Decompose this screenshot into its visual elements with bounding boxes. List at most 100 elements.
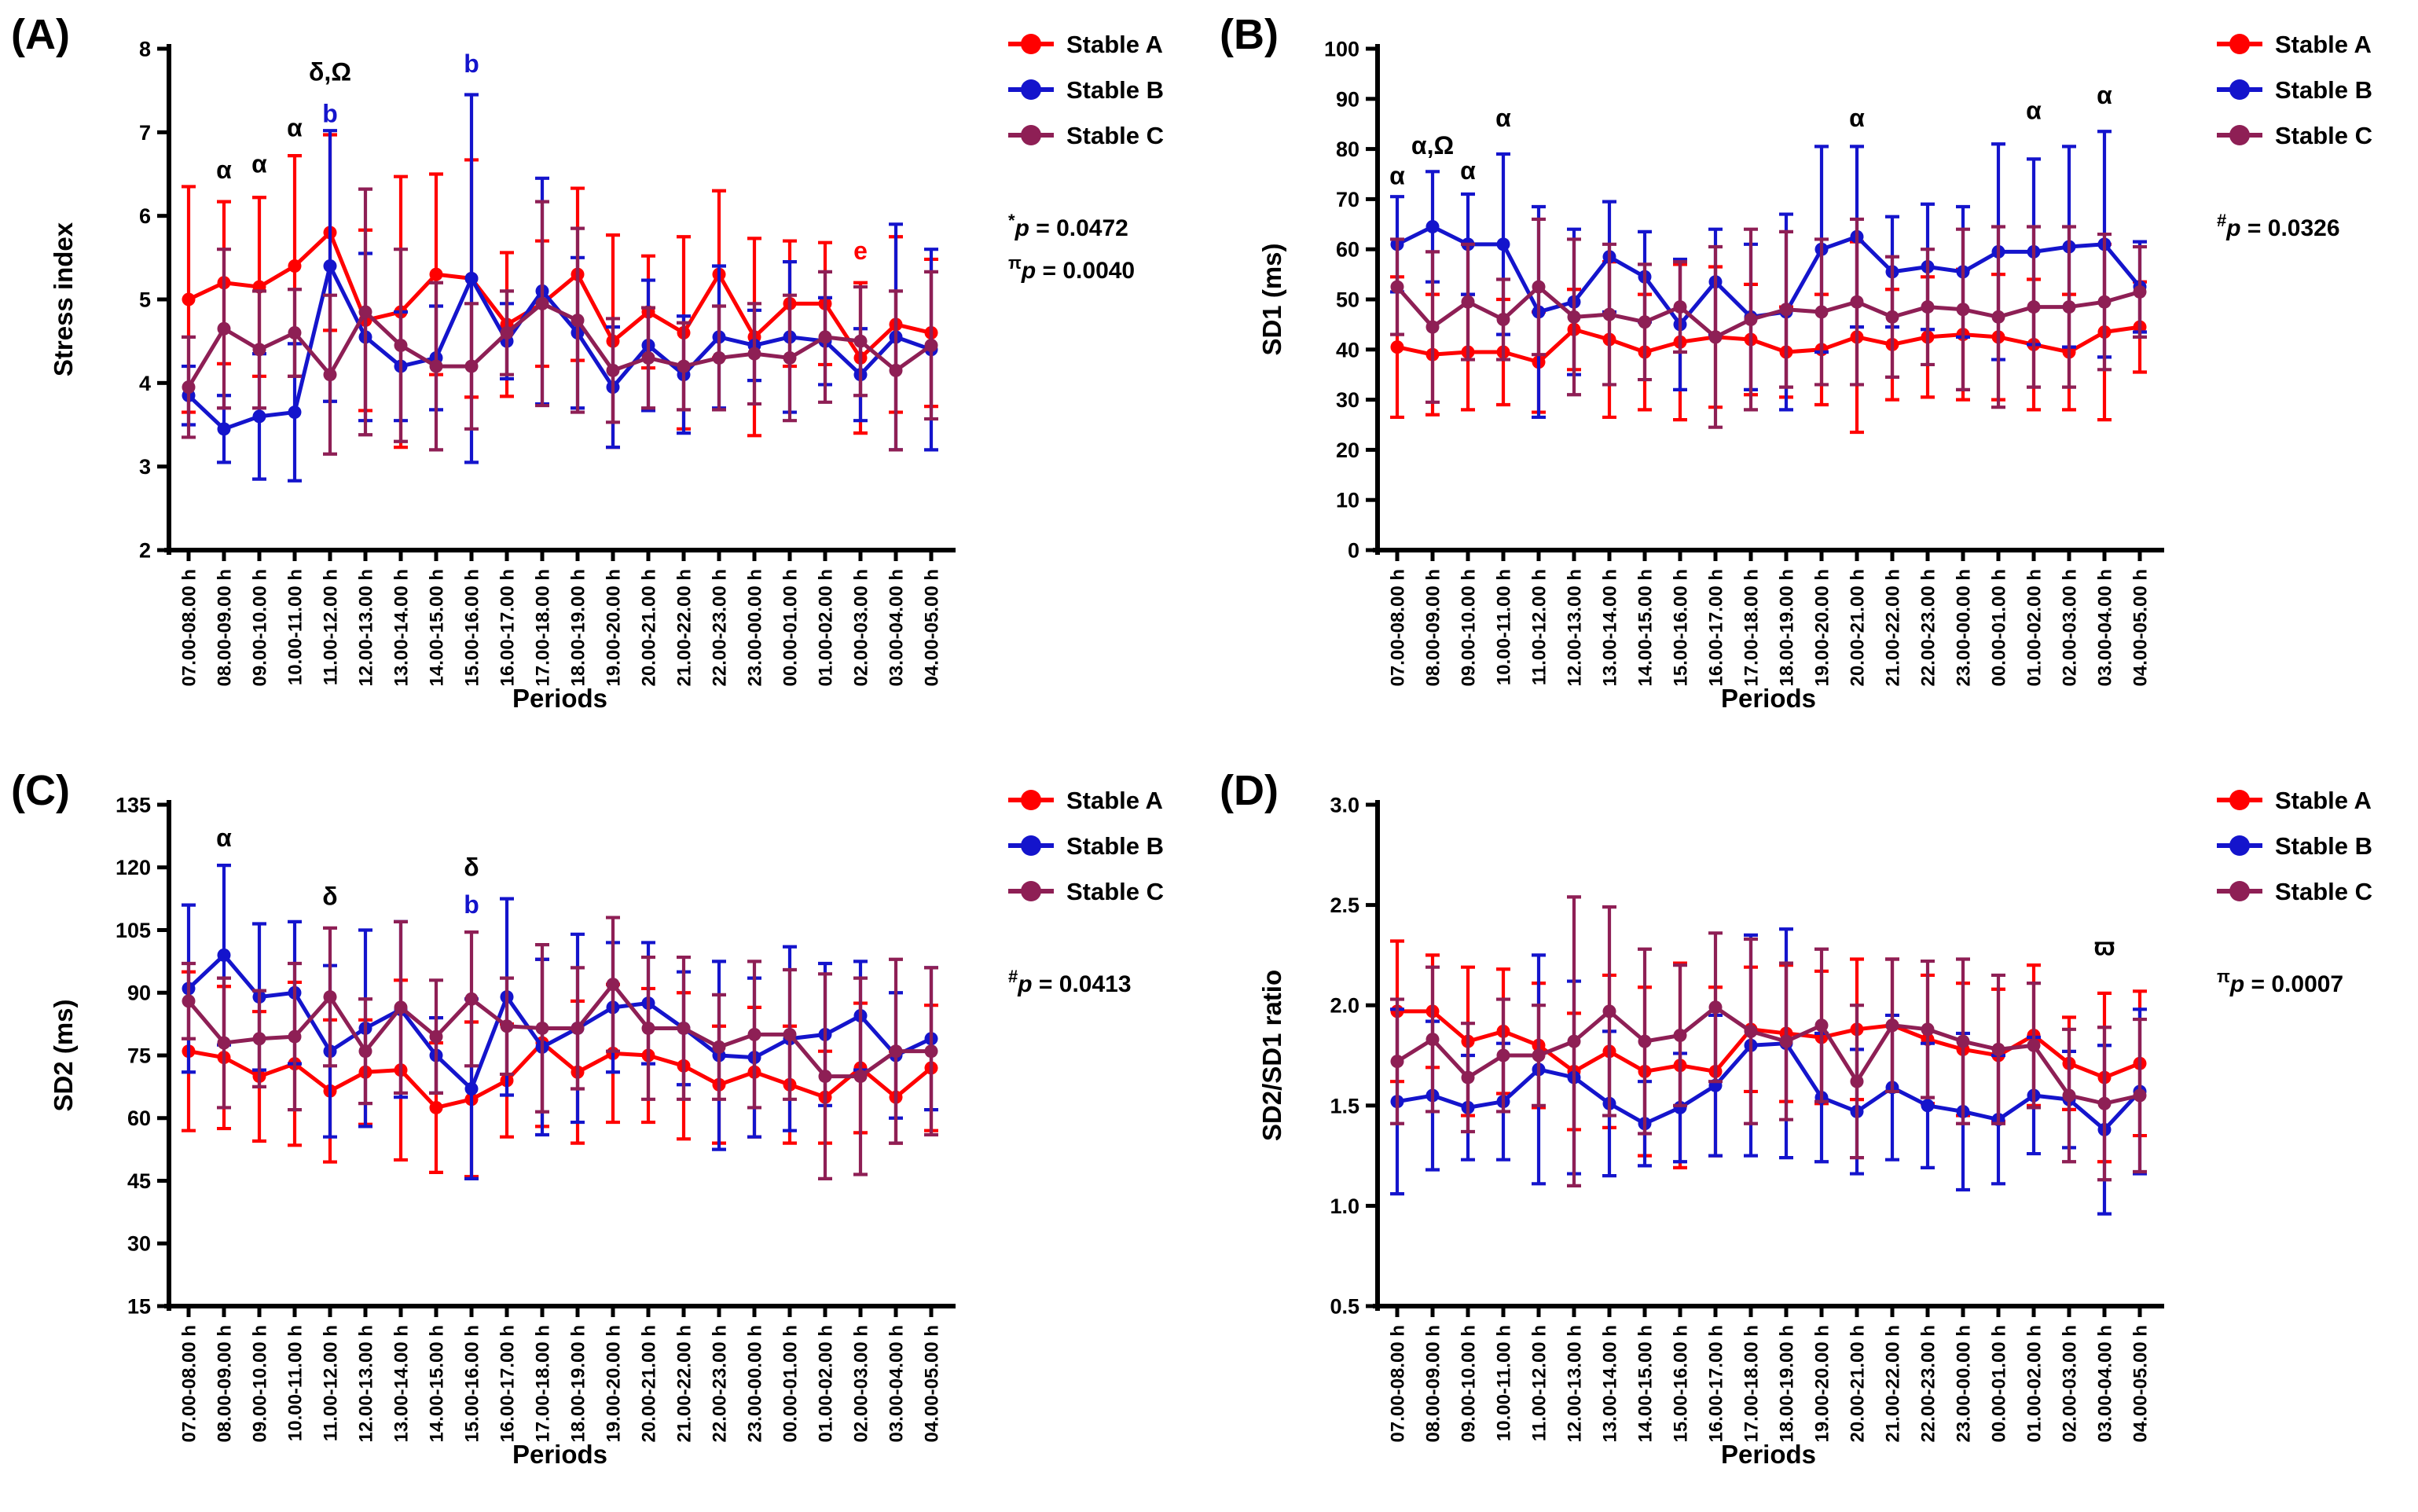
svg-text:SD1 (ms): SD1 (ms) bbox=[1257, 243, 1286, 355]
legend: Stable A Stable B Stable C bbox=[2217, 31, 2372, 149]
svg-text:04.00-05.00 h: 04.00-05.00 h bbox=[2130, 569, 2151, 686]
svg-text:12.00-13.00 h: 12.00-13.00 h bbox=[1564, 1325, 1585, 1442]
p-value: *p = 0.0472 bbox=[1008, 211, 1128, 241]
x-axis-tick-labels: 07.00-08.00 h 08.00-09.00 h 09.00-10.00 h 1… bbox=[1387, 1325, 2151, 1442]
svg-text:Periods: Periods bbox=[512, 684, 607, 713]
legend-marker-dot bbox=[2229, 835, 2250, 856]
svg-text:07.00-08.00 h: 07.00-08.00 h bbox=[178, 569, 200, 686]
svg-text:23.00-00.00 h: 23.00-00.00 h bbox=[744, 569, 765, 686]
legend-label: Stable C bbox=[2275, 122, 2372, 149]
svg-text:30: 30 bbox=[1336, 388, 1359, 412]
svg-text:16.00-17.00 h: 16.00-17.00 h bbox=[1705, 569, 1726, 686]
svg-text:90: 90 bbox=[1336, 87, 1359, 111]
legend-label: Stable A bbox=[1066, 31, 1163, 58]
x-axis-ticks bbox=[186, 550, 934, 561]
svg-text:19.00-20.00 h: 19.00-20.00 h bbox=[1811, 569, 1833, 686]
svg-text:Periods: Periods bbox=[1721, 1440, 1816, 1469]
svg-text:0.5: 0.5 bbox=[1330, 1294, 1359, 1318]
svg-text:135: 135 bbox=[116, 793, 151, 817]
axes bbox=[1373, 800, 2164, 1311]
legend-label: Stable C bbox=[1066, 878, 1164, 905]
series-stable-c bbox=[182, 916, 938, 1180]
p-value: #p = 0.0413 bbox=[1008, 967, 1132, 997]
svg-text:09.00-10.00 h: 09.00-10.00 h bbox=[1458, 1325, 1479, 1442]
svg-text:2.0: 2.0 bbox=[1330, 994, 1359, 1018]
svg-text:04.00-05.00 h: 04.00-05.00 h bbox=[921, 1325, 942, 1442]
annotation: δ bbox=[464, 853, 479, 881]
panel-A-stress-index: (A) 2 3 4 5 6 7 8 Stress index 07.00-08.00 h 08.00… bbox=[0, 0, 1209, 756]
annotation: ϖ bbox=[2093, 932, 2115, 960]
legend-item-stable-a: Stable A bbox=[2217, 787, 2372, 814]
svg-text:10.00-11.00 h: 10.00-11.00 h bbox=[284, 569, 306, 685]
svg-text:00.00-01.00 h: 00.00-01.00 h bbox=[780, 1325, 801, 1442]
svg-text:8: 8 bbox=[139, 37, 151, 61]
svg-text:1.0: 1.0 bbox=[1330, 1195, 1359, 1218]
series-markers bbox=[182, 978, 938, 1084]
p-value: πp = 0.0007 bbox=[2217, 967, 2343, 997]
significance-annotations: ϖ bbox=[2093, 932, 2115, 960]
svg-text:16.00-17.00 h: 16.00-17.00 h bbox=[497, 1325, 518, 1442]
svg-text:17.00-18.00 h: 17.00-18.00 h bbox=[1741, 569, 1762, 686]
p-value-labels: πp = 0.0007 bbox=[2217, 967, 2343, 997]
legend-label: Stable B bbox=[1066, 76, 1164, 104]
svg-text:20.00-21.00 h: 20.00-21.00 h bbox=[1847, 569, 1868, 686]
svg-text:11.00-12.00 h: 11.00-12.00 h bbox=[1528, 569, 1550, 685]
svg-text:SD2 (ms): SD2 (ms) bbox=[49, 999, 78, 1111]
svg-text:10.00-11.00 h: 10.00-11.00 h bbox=[1493, 569, 1514, 685]
svg-text:(D): (D) bbox=[1220, 767, 1279, 814]
panel-letter: (D) bbox=[1220, 767, 1279, 814]
svg-text:60: 60 bbox=[1336, 238, 1359, 262]
legend-item-stable-b: Stable B bbox=[1008, 76, 1164, 104]
svg-text:14.00-15.00 h: 14.00-15.00 h bbox=[426, 1325, 447, 1442]
svg-text:14.00-15.00 h: 14.00-15.00 h bbox=[426, 569, 447, 686]
svg-text:16.00-17.00 h: 16.00-17.00 h bbox=[1705, 1325, 1726, 1442]
svg-text:21.00-22.00 h: 21.00-22.00 h bbox=[673, 569, 695, 686]
x-axis-title: Periods bbox=[512, 1440, 607, 1469]
svg-text:18.00-19.00 h: 18.00-19.00 h bbox=[567, 569, 589, 686]
svg-text:Periods: Periods bbox=[512, 1440, 607, 1469]
series-line bbox=[187, 952, 933, 1092]
x-axis-ticks bbox=[1395, 550, 2142, 561]
svg-text:11.00-12.00 h: 11.00-12.00 h bbox=[320, 569, 341, 685]
svg-text:01.00-02.00 h: 01.00-02.00 h bbox=[815, 569, 836, 686]
svg-text:01.00-02.00 h: 01.00-02.00 h bbox=[2024, 569, 2045, 686]
svg-text:19.00-20.00 h: 19.00-20.00 h bbox=[1811, 1325, 1833, 1442]
svg-text:3: 3 bbox=[139, 455, 151, 479]
svg-text:02.00-03.00 h: 02.00-03.00 h bbox=[850, 569, 871, 686]
p-value: #p = 0.0326 bbox=[2217, 211, 2340, 241]
series-markers bbox=[1390, 280, 2147, 344]
chart-C: (C) 15 30 45 60 75 90 105 120 135 SD2 (ms) 07.00-08… bbox=[0, 756, 1209, 1512]
annotation: α bbox=[287, 114, 303, 142]
svg-text:23.00-00.00 h: 23.00-00.00 h bbox=[1953, 569, 1974, 686]
p-value-labels: #p = 0.0413 bbox=[1008, 967, 1132, 997]
panel-letter: (A) bbox=[11, 11, 70, 58]
svg-text:10.00-11.00 h: 10.00-11.00 h bbox=[284, 1325, 306, 1441]
annotation: α bbox=[1495, 104, 1511, 132]
svg-text:15.00-16.00 h: 15.00-16.00 h bbox=[461, 1325, 482, 1442]
panel-letter: (C) bbox=[11, 767, 70, 814]
svg-text:120: 120 bbox=[116, 856, 151, 879]
legend-marker-dot bbox=[2229, 34, 2250, 54]
svg-text:00.00-01.00 h: 00.00-01.00 h bbox=[1988, 1325, 2009, 1442]
x-axis-ticks bbox=[1395, 1306, 2142, 1317]
legend-label: Stable A bbox=[2275, 31, 2372, 58]
annotation: b bbox=[322, 100, 338, 128]
svg-text:90: 90 bbox=[127, 982, 151, 1005]
annotation: e bbox=[853, 237, 868, 265]
legend-marker-dot bbox=[2229, 881, 2250, 901]
x-axis-tick-labels: 07.00-08.00 h 08.00-09.00 h 09.00-10.00 h 1… bbox=[1387, 569, 2151, 686]
svg-text:1.5: 1.5 bbox=[1330, 1094, 1359, 1117]
x-axis-title: Periods bbox=[1721, 1440, 1816, 1469]
svg-text:SD2/SD1 ratio: SD2/SD1 ratio bbox=[1257, 970, 1286, 1141]
svg-text:12.00-13.00 h: 12.00-13.00 h bbox=[355, 1325, 376, 1442]
y-axis-title: SD2 (ms) bbox=[49, 999, 78, 1111]
annotation: α bbox=[2097, 81, 2112, 109]
svg-text:80: 80 bbox=[1336, 138, 1359, 161]
legend-marker-dot bbox=[1021, 34, 1041, 54]
panel-D-sd2-sd1-ratio: (D) 0.5 1.0 1.5 2.0 2.5 3.0 SD2/SD1 ratio 07.00-… bbox=[1209, 756, 2417, 1512]
annotation: α bbox=[251, 149, 267, 178]
legend-item-stable-b: Stable B bbox=[1008, 832, 1164, 860]
svg-text:13.00-14.00 h: 13.00-14.00 h bbox=[1599, 1325, 1620, 1442]
